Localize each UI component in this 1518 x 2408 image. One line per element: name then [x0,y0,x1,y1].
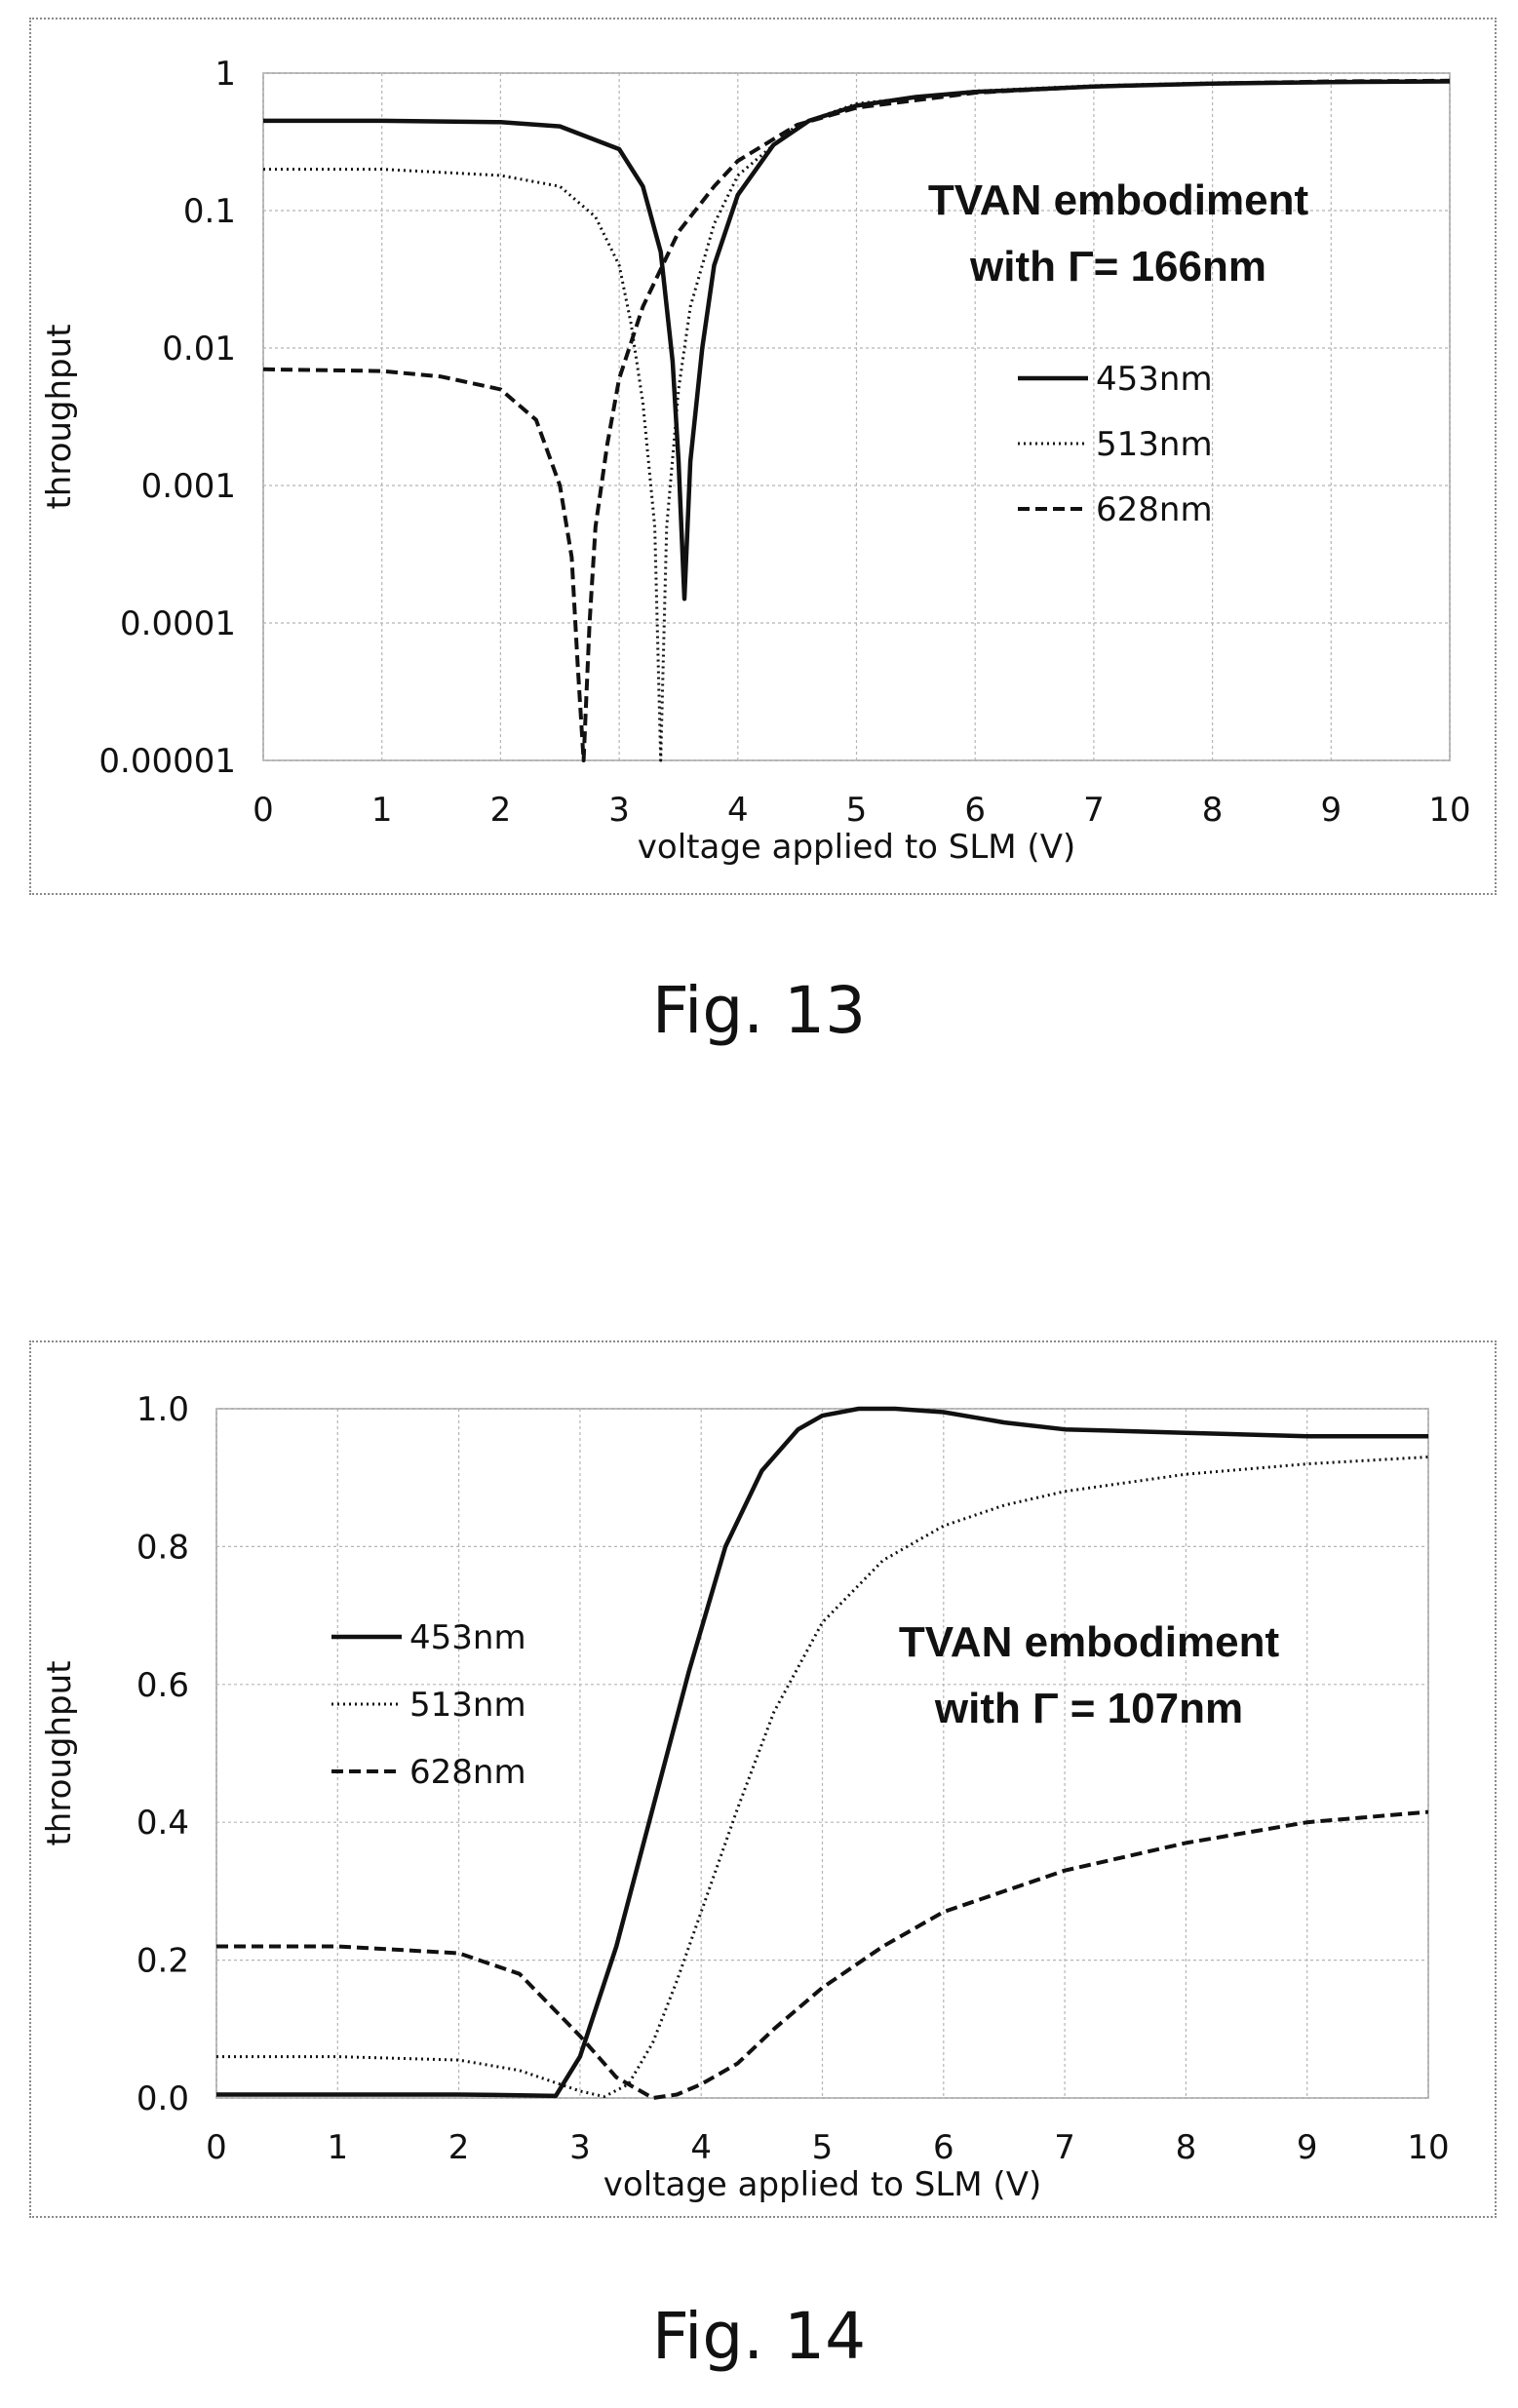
x-tick-label: 0 [253,791,274,830]
y-axis-label: throughput [40,1660,79,1845]
x-tick-label: 10 [1428,791,1470,830]
x-tick-label: 2 [490,791,512,830]
series-line-628nm [216,1809,1428,2100]
y-tick-label: 0.0001 [120,604,236,643]
x-tick-label: 9 [1297,2128,1318,2167]
throughput-chart-fig14: 0 1 2 3 4 5 6 7 8 9 10 1.0 0.8 0.6 0.4 0.2 0.0 voltage ap… [40,1390,1450,2204]
y-axis-label: throughput [40,324,79,509]
x-tick-label: 6 [964,791,986,830]
legend-label: 513nm [1096,425,1213,464]
y-tick-label: 0.00001 [98,742,236,781]
y-tick-label: 0.6 [136,1666,189,1705]
series-line-453nm [216,1406,1428,2099]
throughput-chart-fig13: 0 1 2 3 4 5 6 7 8 9 10 1 0.1 0.01 0.001 0.0001 0.00001 vo… [40,55,1471,867]
x-tick-label: 10 [1407,2128,1449,2167]
y-tick-label: 0.1 [183,192,236,231]
x-tick-label: 9 [1320,791,1342,830]
x-tick-label: 8 [1202,791,1224,830]
y-tick-label: 1 [214,55,236,94]
series-line-453nm [263,79,1450,602]
x-tick-label: 6 [933,2128,954,2167]
chart-annotation: TVAN embodiment [899,1618,1280,1666]
legend-label: 453nm [1096,360,1213,399]
x-tick-label: 2 [448,2128,470,2167]
figure-13-frame: 0 1 2 3 4 5 6 7 8 9 10 1 0.1 0.01 0.001 0.0001 0.00001 vo… [29,18,1497,895]
x-tick-label: 5 [812,2128,834,2167]
x-tick-label: 8 [1176,2128,1197,2167]
series-line-513nm [216,1456,1428,2099]
x-tick-label: 1 [327,2128,348,2167]
figure-14-frame: 0 1 2 3 4 5 6 7 8 9 10 1.0 0.8 0.6 0.4 0.2 0.0 voltage ap… [29,1340,1497,2218]
y-tick-label: 0.001 [141,467,236,506]
legend-label: 453nm [409,1618,526,1657]
y-tick-label: 0.4 [136,1804,189,1843]
legend-label: 628nm [409,1753,526,1792]
x-tick-label: 3 [608,791,630,830]
chart-annotation: TVAN embodiment [928,176,1309,224]
legend-label: 628nm [1096,490,1213,529]
x-axis-label: voltage applied to SLM (V) [603,2165,1041,2204]
y-tick-label: 0.2 [136,1942,189,1981]
x-tick-label: 5 [846,791,868,830]
chart-annotation: with Γ= 166nm [969,243,1266,291]
y-tick-label: 0.0 [136,2079,189,2118]
figure-caption: Fig. 14 [651,2299,867,2374]
x-tick-label: 7 [1083,791,1105,830]
series-line-628nm [263,78,1450,762]
x-tick-label: 1 [371,791,393,830]
x-tick-label: 4 [690,2128,712,2167]
y-tick-label: 0.01 [162,330,236,369]
x-axis-label: voltage applied to SLM (V) [638,828,1075,867]
y-tick-label: 0.8 [136,1528,189,1567]
legend-label: 513nm [409,1686,526,1725]
chart-annotation: with Γ = 107nm [934,1685,1243,1732]
x-tick-label: 7 [1054,2128,1075,2167]
x-tick-label: 3 [569,2128,591,2167]
y-tick-label: 1.0 [136,1390,189,1429]
x-tick-label: 0 [206,2128,227,2167]
figure-caption: Fig. 13 [651,973,867,1048]
x-tick-label: 4 [727,791,749,830]
